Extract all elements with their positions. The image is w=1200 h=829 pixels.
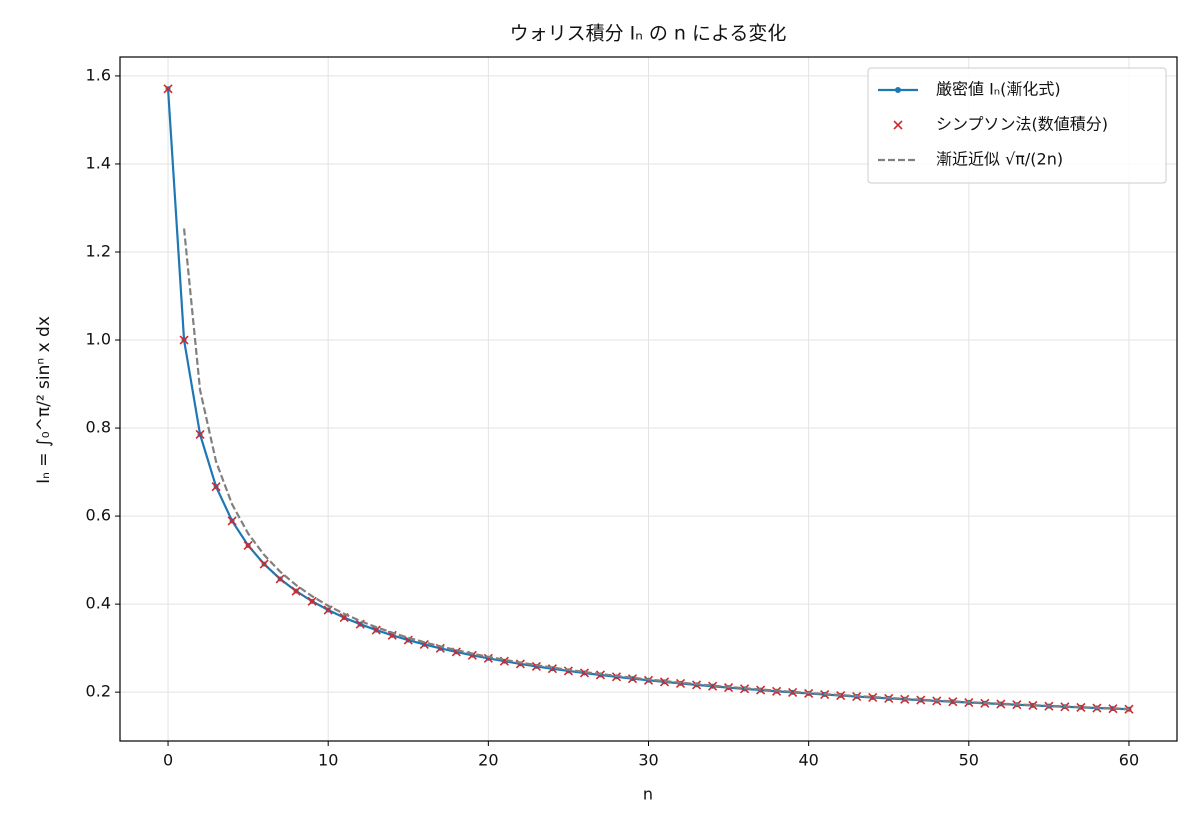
- y-tick-label: 1.2: [86, 241, 111, 260]
- plot-frame: [119, 56, 1178, 742]
- y-tick-label: 1.0: [86, 330, 111, 349]
- x-marker: [307, 596, 317, 606]
- legend-swatch: [895, 87, 901, 93]
- x-marker: [163, 84, 173, 94]
- legend-swatch: [893, 120, 903, 130]
- x-marker: [259, 559, 269, 569]
- y-tick-label: 0.4: [86, 594, 111, 613]
- x-tick-label: 60: [1119, 751, 1139, 770]
- series-line: [182, 228, 1129, 711]
- x-marker: [579, 668, 590, 678]
- x-marker: [996, 699, 1006, 709]
- x-marker: [483, 653, 493, 663]
- x-marker: [275, 574, 285, 584]
- x-marker: [868, 692, 878, 703]
- x-marker: [195, 429, 205, 440]
- x-marker: [707, 681, 718, 691]
- legend-label: 厳密値 Iₙ(漸化式): [936, 80, 1061, 99]
- x-marker: [1108, 704, 1118, 714]
- x-tick-label: 10: [318, 751, 338, 770]
- x-marker: [243, 540, 253, 551]
- y-tick-label: 0.2: [86, 682, 111, 701]
- x-marker: [1028, 700, 1038, 711]
- chart-title: ウォリス積分 Iₙ の n による変化: [510, 23, 787, 45]
- x-marker: [547, 664, 557, 674]
- x-tick-label: 20: [478, 751, 498, 770]
- x-marker: [291, 586, 301, 596]
- x-tick-label: 40: [798, 751, 818, 770]
- legend-label: 漸近近似 √π/(2n): [936, 150, 1063, 169]
- y-tick-label: 0.8: [86, 418, 111, 437]
- x-tick-label: 50: [959, 751, 979, 770]
- x-marker: [179, 335, 189, 345]
- x-axis-label: n: [643, 785, 653, 804]
- x-marker: [627, 674, 638, 684]
- y-axis-label: Iₙ = ∫₀^π/² sinⁿ x dx: [34, 316, 54, 484]
- x-marker: [1076, 702, 1086, 712]
- x-tick-label: 30: [638, 751, 658, 770]
- legend-box: [867, 67, 1167, 184]
- x-tick-label: 0: [163, 751, 173, 770]
- x-marker: [1124, 704, 1134, 714]
- y-tick-label: 0.6: [86, 506, 111, 525]
- legend-label: シンプソン法(数値積分): [936, 115, 1108, 134]
- y-tick-label: 1.4: [86, 153, 111, 172]
- y-tick-label: 1.6: [86, 65, 111, 84]
- x-marker: [211, 482, 221, 492]
- x-marker: [788, 687, 798, 697]
- x-marker: [227, 516, 237, 526]
- x-marker: [371, 625, 381, 635]
- x-marker: [948, 697, 958, 707]
- x-marker: [531, 661, 541, 671]
- x-marker: [916, 695, 926, 705]
